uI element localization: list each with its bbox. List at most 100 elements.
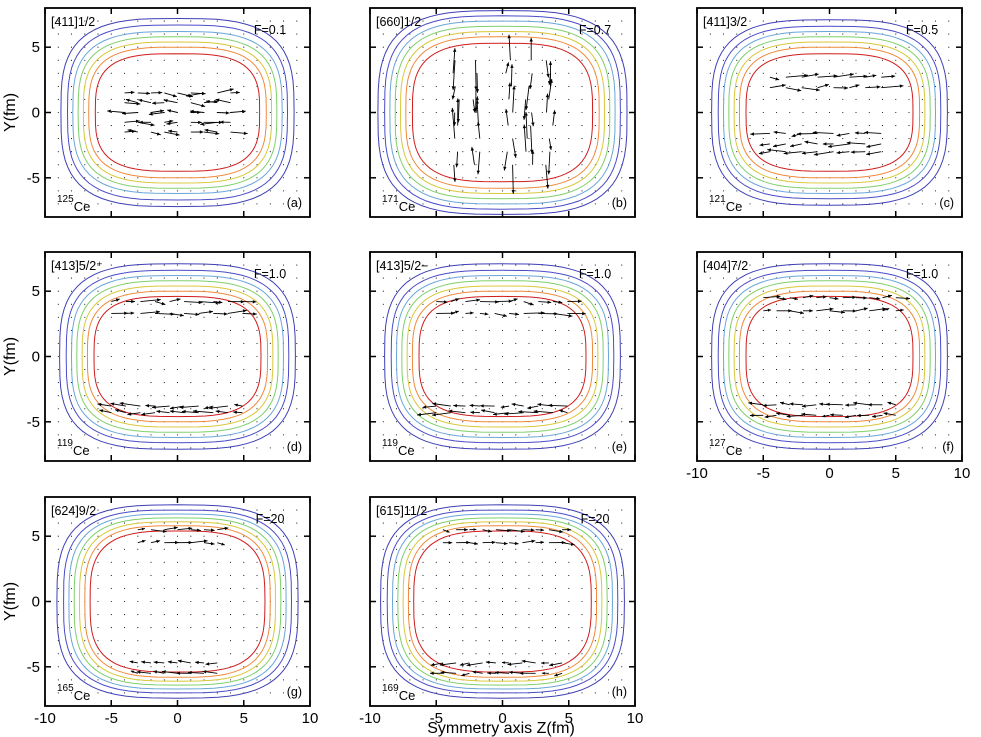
grid-dot: [462, 614, 464, 616]
grid-dot: [568, 151, 570, 153]
grid-dot: [123, 395, 126, 397]
grid-dot: [395, 290, 398, 292]
current-arrow: [748, 401, 764, 406]
density-contours: [60, 17, 295, 208]
grid-dot: [110, 640, 112, 642]
grid-dot: [488, 33, 490, 35]
grid-dot: [868, 329, 870, 331]
current-arrow: [864, 130, 882, 135]
grid-dot: [296, 535, 298, 537]
grid-dot: [422, 342, 424, 344]
grid-dot: [895, 277, 897, 279]
grid-dot: [409, 264, 411, 266]
grid-dot: [137, 509, 139, 511]
current-arrow: [230, 131, 248, 135]
grid-dot: [382, 138, 384, 140]
grid-dot: [150, 342, 152, 344]
x-tick-label: 0: [173, 710, 181, 727]
grid-dot: [895, 177, 897, 179]
grid-dot: [57, 355, 59, 358]
current-arrow: [519, 671, 536, 675]
current-arrow: [475, 73, 480, 93]
grid-dot: [895, 303, 897, 305]
grid-dot: [501, 46, 504, 48]
grid-dot: [190, 190, 192, 192]
grid-dot: [581, 509, 583, 511]
grid-dot: [621, 151, 623, 153]
grid-dot: [475, 277, 477, 279]
grid-dot: [216, 164, 218, 166]
grid-dot: [789, 382, 791, 384]
grid-dot: [501, 614, 504, 616]
grid-dot: [282, 627, 285, 629]
grid-dot: [568, 548, 570, 550]
grid-dot: [709, 264, 711, 266]
grid-dot: [395, 548, 398, 550]
axis-ticks: [44, 8, 311, 217]
current-arrow: [776, 297, 787, 301]
grid-dot: [123, 98, 126, 100]
current-arrow: [480, 404, 495, 408]
current-arrow: [769, 83, 786, 89]
grid-dot: [749, 290, 751, 292]
grid-dot: [475, 666, 477, 668]
grid-dot: [190, 138, 192, 140]
grid-dot: [475, 679, 477, 681]
grid-dot: [296, 408, 298, 410]
grid-dot: [190, 653, 192, 655]
contour-line: [390, 269, 615, 444]
grid-dot: [216, 125, 218, 127]
grid-dot: [70, 98, 73, 100]
grid-dot: [448, 692, 451, 694]
grid-dot: [176, 535, 179, 537]
grid-dot: [110, 421, 112, 423]
grid-dot: [269, 151, 271, 153]
grid-dot: [789, 369, 791, 371]
mass-number: 125: [57, 194, 74, 205]
grid-dot: [216, 303, 218, 305]
grid-dot: [501, 640, 504, 642]
grid-dot: [868, 408, 870, 410]
grid-dot: [568, 653, 570, 655]
contour-line: [722, 274, 937, 439]
grid-dot: [462, 653, 464, 655]
y-axis-title: Y(fm): [2, 337, 19, 376]
grid-dot: [908, 434, 910, 436]
grid-dot: [243, 574, 245, 576]
grid-dot: [163, 548, 165, 550]
grid-dot: [515, 303, 517, 305]
grid-dot: [382, 395, 384, 397]
grid-dot: [70, 264, 73, 266]
grid-dot: [554, 395, 557, 397]
grid-dot: [395, 614, 398, 616]
grid-dot: [541, 574, 543, 576]
grid-dot: [475, 548, 477, 550]
grid-dot: [70, 600, 73, 603]
contour-line: [78, 521, 277, 682]
grid-dot: [568, 277, 570, 279]
grid-dot: [948, 98, 950, 100]
grid-dot: [488, 600, 490, 603]
grid-dot: [150, 33, 152, 35]
grid-dot: [256, 177, 258, 179]
grid-dot: [382, 369, 384, 371]
grid-dot: [409, 522, 411, 524]
grid-dot: [607, 679, 610, 681]
current-arrow: [215, 98, 231, 104]
grid-dot: [97, 290, 99, 292]
grid-dot: [828, 20, 831, 22]
grid-dot: [921, 98, 923, 100]
grid-dot: [70, 164, 73, 166]
grid-dot: [203, 72, 205, 74]
grid-dot: [70, 548, 73, 550]
grid-dot: [501, 138, 504, 140]
grid-dot: [422, 72, 424, 74]
grid-dot: [908, 151, 910, 153]
contour-line: [56, 504, 299, 699]
grid-dot: [409, 20, 411, 22]
grid-dot: [84, 355, 86, 358]
grid-dot: [409, 125, 411, 127]
grid-dot: [435, 640, 437, 642]
grid-dot: [110, 329, 112, 331]
grid-dot: [137, 290, 139, 292]
